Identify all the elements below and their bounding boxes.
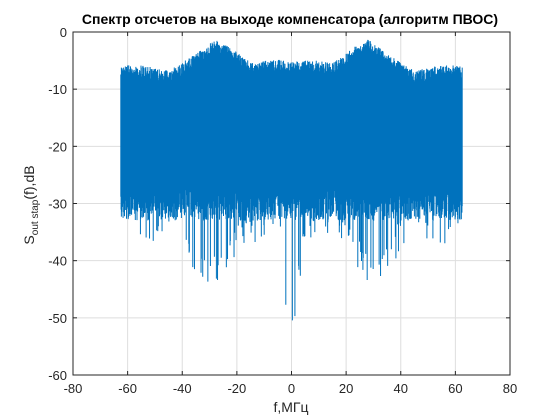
y-axis-label-main: S (21, 235, 37, 244)
x-tick-label: -80 (64, 381, 83, 396)
x-tick-label: -40 (173, 381, 192, 396)
series-spectrum (120, 39, 463, 321)
y-tick-label: -40 (48, 254, 67, 269)
x-axis-label: f,МГц (273, 399, 308, 415)
axis-ticks (72, 31, 511, 376)
y-tick-label: -10 (48, 82, 67, 97)
x-tick-label: 60 (448, 381, 462, 396)
x-tick-label: 20 (339, 381, 353, 396)
y-axis-label: Sout stap(f),dB (21, 165, 41, 244)
y-tick-label: -30 (48, 197, 67, 212)
y-tick-label: -20 (48, 139, 67, 154)
y-axis-label-sub: out stap (30, 199, 41, 235)
x-tick-labels: -80 -60 -40 -20 0 20 40 60 80 (64, 381, 518, 396)
y-tick-label: 0 (60, 25, 67, 40)
chart-title: Спектр отсчетов на выходе компенсатора (… (82, 11, 498, 27)
x-tick-label: -20 (227, 381, 246, 396)
y-tick-label: -60 (48, 368, 67, 383)
x-tick-label: 0 (288, 381, 295, 396)
y-axis-label-rest: (f),dB (21, 165, 37, 199)
series-spectrum-trace (120, 39, 463, 321)
x-tick-label: 80 (503, 381, 517, 396)
y-tick-label: -50 (48, 311, 67, 326)
x-tick-label: 40 (394, 381, 408, 396)
x-tick-label: -60 (118, 381, 137, 396)
y-tick-labels: -60 -50 -40 -30 -20 -10 0 (48, 25, 67, 383)
